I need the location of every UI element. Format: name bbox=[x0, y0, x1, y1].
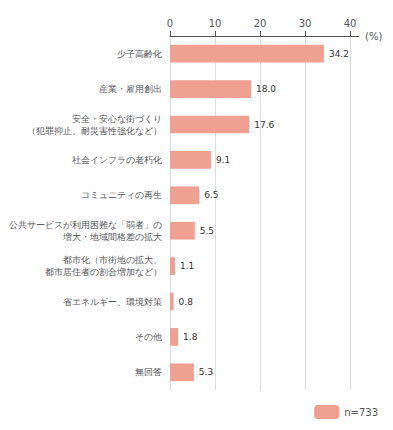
svg-text:その他: その他 bbox=[135, 332, 162, 342]
svg-text:都市化（市街地の拡大、: 都市化（市街地の拡大、 bbox=[63, 255, 162, 265]
svg-text:17.6: 17.6 bbox=[254, 120, 274, 130]
svg-text:コミュニティの再生: コミュニティの再生 bbox=[81, 190, 162, 200]
svg-text:34.2: 34.2 bbox=[329, 49, 349, 59]
svg-text:(%): (%) bbox=[365, 31, 382, 42]
svg-text:30: 30 bbox=[299, 18, 312, 29]
svg-text:5.3: 5.3 bbox=[199, 367, 213, 377]
svg-text:9.1: 9.1 bbox=[216, 155, 230, 165]
svg-text:5.5: 5.5 bbox=[200, 226, 214, 236]
svg-text:省エネルギー、環境対策: 省エネルギー、環境対策 bbox=[63, 297, 162, 307]
svg-text:安全・安心な街づくり: 安全・安心な街づくり bbox=[72, 114, 162, 124]
svg-text:6.5: 6.5 bbox=[204, 190, 218, 200]
svg-text:公共サービスが利用困難な「弱者」の: 公共サービスが利用困難な「弱者」の bbox=[9, 220, 162, 230]
svg-text:無回答: 無回答 bbox=[135, 367, 162, 377]
svg-text:都市居住者の割合増加など）: 都市居住者の割合増加など） bbox=[45, 267, 162, 277]
svg-text:0: 0 bbox=[167, 18, 173, 29]
svg-text:産業・雇用創出: 産業・雇用創出 bbox=[99, 84, 162, 94]
svg-text:n=733: n=733 bbox=[344, 407, 378, 418]
svg-text:増大・地域間格差の拡大: 増大・地域間格差の拡大 bbox=[62, 232, 162, 242]
svg-text:1.1: 1.1 bbox=[180, 261, 194, 271]
svg-text:20: 20 bbox=[254, 18, 267, 29]
svg-text:0.8: 0.8 bbox=[179, 297, 194, 307]
svg-text:10: 10 bbox=[209, 18, 222, 29]
svg-text:社会インフラの老朽化: 社会インフラの老朽化 bbox=[72, 155, 162, 165]
svg-text:（犯罪抑止、耐災害性強化など）: （犯罪抑止、耐災害性強化など） bbox=[27, 126, 162, 136]
svg-text:1.8: 1.8 bbox=[183, 332, 198, 342]
svg-text:40: 40 bbox=[344, 18, 357, 29]
svg-text:少子高齢化: 少子高齢化 bbox=[117, 49, 162, 59]
svg-text:18.0: 18.0 bbox=[256, 84, 276, 94]
